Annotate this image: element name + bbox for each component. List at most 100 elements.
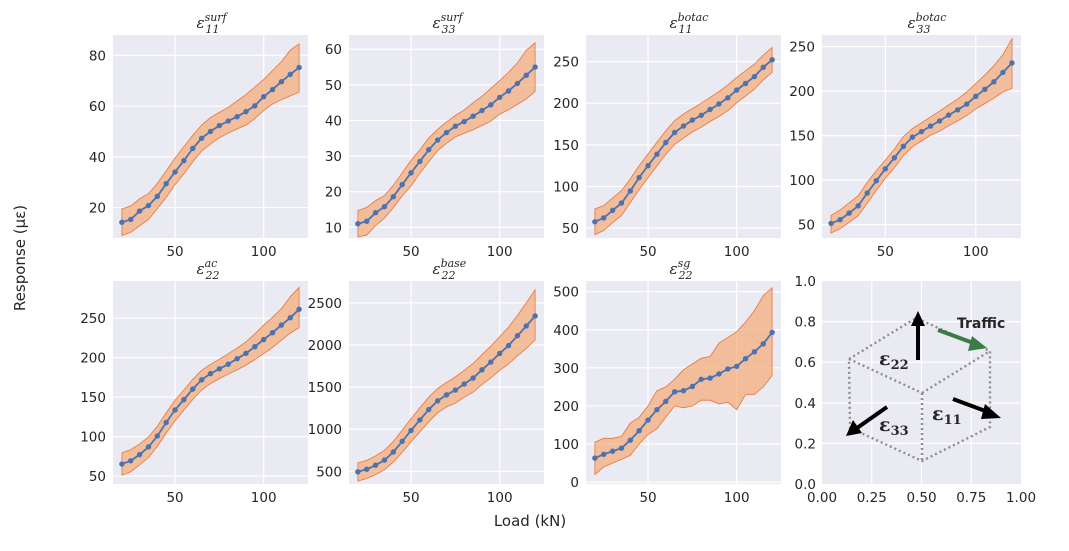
data-point <box>982 86 988 93</box>
y-tick-label: 1000 <box>308 422 342 438</box>
y-tick-label: 60 <box>89 99 106 115</box>
data-point <box>190 145 196 152</box>
data-point <box>119 461 125 467</box>
data-point <box>417 158 423 165</box>
data-point <box>627 437 634 443</box>
data-point <box>873 178 879 184</box>
data-point <box>234 114 240 120</box>
epsilon-33-label: ε33 <box>879 414 909 439</box>
data-point <box>461 118 467 125</box>
panel-title: εbase 22 <box>433 257 467 282</box>
data-point <box>461 381 467 387</box>
x-tick-label: 50 <box>402 490 419 506</box>
data-point <box>945 112 952 118</box>
data-point <box>760 341 766 347</box>
data-point <box>399 438 405 445</box>
y-tick-label: 2000 <box>308 338 342 354</box>
data-point <box>296 64 302 71</box>
data-point <box>488 102 494 108</box>
y-tick-label: 200 <box>80 351 106 367</box>
data-point <box>532 64 538 70</box>
x-tick-label: 50 <box>639 244 656 260</box>
data-point <box>733 363 740 370</box>
data-point <box>864 190 870 196</box>
data-point <box>601 451 607 457</box>
data-point <box>136 451 143 458</box>
data-point <box>991 79 997 85</box>
data-point <box>514 333 521 339</box>
x-tick-label: 50 <box>877 244 894 260</box>
data-point <box>278 322 285 328</box>
y-tick-label: 50 <box>562 221 579 237</box>
data-point <box>618 445 625 451</box>
x-tick-label: 100 <box>724 490 750 506</box>
figure-ylabel: Response (με) <box>11 205 29 311</box>
data-point <box>172 407 178 413</box>
y-tick-label: 150 <box>789 129 815 145</box>
y-tick-label: 150 <box>80 390 106 406</box>
data-point <box>225 361 231 367</box>
diagram-ytick: 1.0 <box>795 274 816 290</box>
data-point <box>636 427 642 434</box>
data-point <box>725 366 731 372</box>
traffic-arrow-icon <box>937 328 987 351</box>
data-point <box>207 128 214 135</box>
data-point <box>479 107 485 114</box>
arrow-22-icon <box>911 311 925 360</box>
data-point <box>163 419 169 426</box>
data-point <box>964 101 970 107</box>
data-point <box>417 417 423 423</box>
data-point <box>855 203 861 209</box>
data-point <box>443 129 450 136</box>
y-tick-label: 500 <box>316 464 342 480</box>
data-point <box>128 458 134 464</box>
y-tick-label: 200 <box>553 96 579 112</box>
x-tick-label: 100 <box>251 490 277 506</box>
data-point <box>532 313 538 319</box>
confidence-band <box>357 41 536 238</box>
data-point <box>225 118 231 124</box>
data-point <box>364 466 370 472</box>
data-point <box>900 143 907 149</box>
data-point <box>882 166 889 172</box>
data-point <box>663 139 669 146</box>
data-point <box>716 371 722 377</box>
diagram-xtick: 0.25 <box>857 490 887 506</box>
data-point <box>355 469 361 475</box>
data-point <box>372 462 379 468</box>
data-point <box>145 202 152 209</box>
data-point <box>216 366 223 372</box>
chart-panel: 50 100 50 100 150 200 250 εbotac 11 <box>553 11 781 260</box>
y-tick-label: 50 <box>798 218 815 234</box>
y-tick-label: 80 <box>89 48 106 64</box>
data-point <box>618 200 625 206</box>
data-point <box>645 417 651 423</box>
data-point <box>663 398 669 405</box>
y-tick-label: 300 <box>553 361 579 377</box>
data-point <box>426 406 432 413</box>
y-tick-label: 20 <box>89 201 106 217</box>
data-point <box>154 193 161 200</box>
data-point <box>846 210 852 216</box>
diagram-ytick: 0.2 <box>795 436 816 452</box>
data-point <box>742 355 749 362</box>
data-point <box>145 444 152 450</box>
data-point <box>390 193 397 200</box>
diagram-xtick: 0.00 <box>807 490 837 506</box>
y-tick-label: 250 <box>553 55 579 71</box>
data-point <box>408 427 414 434</box>
y-tick-label: 40 <box>89 150 106 166</box>
data-point <box>707 106 713 113</box>
y-tick-label: 0 <box>570 475 579 491</box>
data-point <box>909 134 916 140</box>
data-point <box>505 342 512 349</box>
diagram-ytick: 0.4 <box>795 396 816 412</box>
data-point <box>716 101 722 107</box>
data-point <box>680 123 687 129</box>
panel-title: εsurf 33 <box>433 11 465 36</box>
x-tick-label: 100 <box>963 244 989 260</box>
confidence-band <box>830 37 1013 234</box>
y-tick-label: 200 <box>789 84 815 100</box>
panel-title: εbotac 11 <box>670 11 709 36</box>
data-point <box>496 94 503 101</box>
